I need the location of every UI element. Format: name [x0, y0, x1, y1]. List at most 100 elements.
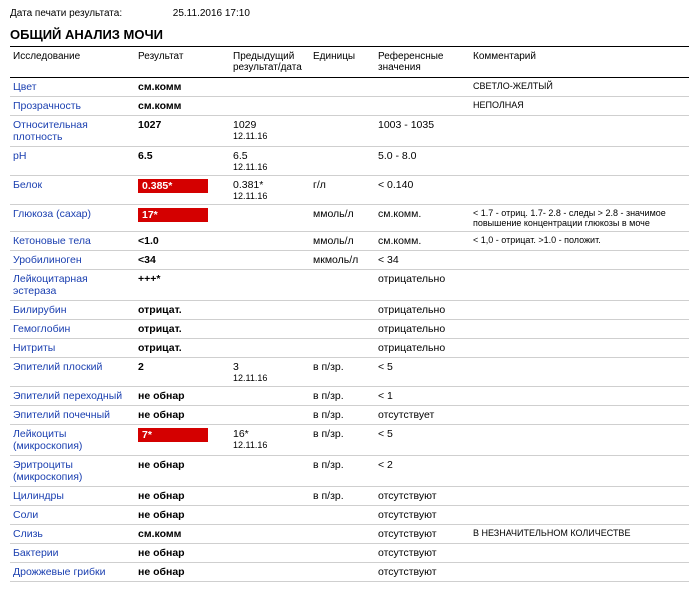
- prev-result-cell: 312.11.16: [230, 358, 310, 387]
- test-name-cell: Билирубин: [10, 301, 135, 320]
- comment-cell: [470, 147, 689, 176]
- result-cell: не обнар: [135, 406, 230, 425]
- prev-value: 0.381*: [233, 179, 307, 191]
- result-cell: см.комм: [135, 78, 230, 97]
- units-cell: [310, 147, 375, 176]
- comment-cell: [470, 339, 689, 358]
- prev-result-cell: [230, 506, 310, 525]
- result-flag: 0.385*: [138, 179, 208, 193]
- ref-cell: < 5: [375, 358, 470, 387]
- units-cell: [310, 320, 375, 339]
- ref-cell: < 5: [375, 425, 470, 456]
- ref-cell: отсутствуют: [375, 487, 470, 506]
- units-cell: [310, 270, 375, 301]
- comment-cell: В НЕЗНАЧИТЕЛЬНОМ КОЛИЧЕСТВЕ: [470, 525, 689, 544]
- result-cell: не обнар: [135, 544, 230, 563]
- units-cell: мкмоль/л: [310, 251, 375, 270]
- prev-result-cell: [230, 251, 310, 270]
- ref-cell: < 0.140: [375, 176, 470, 205]
- prev-result-cell: [230, 320, 310, 339]
- comment-cell: НЕПОЛНАЯ: [470, 97, 689, 116]
- print-date-row: Дата печати результата: 25.11.2016 17:10: [10, 8, 689, 19]
- result-cell: не обнар: [135, 506, 230, 525]
- units-cell: ммоль/л: [310, 205, 375, 232]
- result-cell: см.комм: [135, 525, 230, 544]
- test-name-cell: Уробилиноген: [10, 251, 135, 270]
- test-name-cell: Соли: [10, 506, 135, 525]
- table-row: pH6.56.512.11.165.0 - 8.0: [10, 147, 689, 176]
- ref-cell: отрицательно: [375, 301, 470, 320]
- comment-cell: < 1,0 - отрицат. >1.0 - положит.: [470, 232, 689, 251]
- table-row: Уробилиноген<34 мкмоль/л< 34: [10, 251, 689, 270]
- test-name-cell: Эпителий переходный: [10, 387, 135, 406]
- ref-cell: отрицательно: [375, 270, 470, 301]
- test-name-cell: Лейкоцитарная эстераза: [10, 270, 135, 301]
- table-row: Относительная плотность1027102912.11.161…: [10, 116, 689, 147]
- units-cell: в п/зр.: [310, 406, 375, 425]
- result-cell: 17*: [135, 205, 230, 232]
- comment-cell: [470, 251, 689, 270]
- table-row: Эритроциты (микроскопия)не обнарв п/зр.<…: [10, 456, 689, 487]
- prev-result-cell: [230, 456, 310, 487]
- prev-result-cell: [230, 563, 310, 582]
- units-cell: [310, 339, 375, 358]
- prev-value: 3: [233, 361, 307, 373]
- table-row: Белок0.385*0.381*12.11.16г/л< 0.140: [10, 176, 689, 205]
- comment-cell: [470, 563, 689, 582]
- prev-result-cell: [230, 487, 310, 506]
- table-row: Солине обнаротсутствуют: [10, 506, 689, 525]
- comment-cell: [470, 544, 689, 563]
- units-cell: ммоль/л: [310, 232, 375, 251]
- units-cell: [310, 97, 375, 116]
- result-cell: не обнар: [135, 456, 230, 487]
- prev-result-cell: [230, 78, 310, 97]
- prev-result-cell: [230, 97, 310, 116]
- result-cell: 1027: [135, 116, 230, 147]
- prev-value: 1029: [233, 119, 307, 131]
- prev-date: 12.11.16: [233, 373, 307, 383]
- test-name-cell: pH: [10, 147, 135, 176]
- prev-result-cell: [230, 232, 310, 251]
- table-row: Эпителий почечныйне обнарв п/зр.отсутств…: [10, 406, 689, 425]
- ref-cell: [375, 78, 470, 97]
- result-cell: 2: [135, 358, 230, 387]
- test-name-cell: Бактерии: [10, 544, 135, 563]
- ref-cell: [375, 97, 470, 116]
- ref-cell: отсутствуют: [375, 544, 470, 563]
- prev-date: 12.11.16: [233, 191, 307, 201]
- ref-cell: отсутствуют: [375, 563, 470, 582]
- units-cell: в п/зр.: [310, 456, 375, 487]
- prev-value: 6.5: [233, 150, 307, 162]
- prev-result-cell: [230, 406, 310, 425]
- units-cell: [310, 78, 375, 97]
- units-cell: [310, 116, 375, 147]
- units-cell: в п/зр.: [310, 387, 375, 406]
- table-row: Кетоновые тела<1.0ммоль/лсм.комм.< 1,0 -…: [10, 232, 689, 251]
- ref-cell: отсутствуют: [375, 525, 470, 544]
- result-cell: <34: [135, 251, 230, 270]
- ref-cell: < 2: [375, 456, 470, 487]
- ref-cell: см.комм.: [375, 205, 470, 232]
- table-row: Билирубинотрицат.отрицательно: [10, 301, 689, 320]
- test-name-cell: Дрожжевые грибки: [10, 563, 135, 582]
- units-cell: в п/зр.: [310, 425, 375, 456]
- units-cell: [310, 563, 375, 582]
- test-name-cell: Слизь: [10, 525, 135, 544]
- prev-result-cell: [230, 525, 310, 544]
- table-row: Прозрачностьсм.коммНЕПОЛНАЯ: [10, 97, 689, 116]
- test-name-cell: Эпителий почечный: [10, 406, 135, 425]
- result-cell: <1.0: [135, 232, 230, 251]
- result-flag: 7*: [138, 428, 208, 442]
- result-cell: 7*: [135, 425, 230, 456]
- ref-cell: < 34: [375, 251, 470, 270]
- test-name-cell: Относительная плотность: [10, 116, 135, 147]
- header-prev: Предыдущий результат/дата: [230, 47, 310, 78]
- prev-date: 12.11.16: [233, 162, 307, 172]
- result-cell: не обнар: [135, 487, 230, 506]
- prev-result-cell: 6.512.11.16: [230, 147, 310, 176]
- table-header-row: Исследование Результат Предыдущий резуль…: [10, 47, 689, 78]
- prev-result-cell: 102912.11.16: [230, 116, 310, 147]
- units-cell: в п/зр.: [310, 358, 375, 387]
- results-table: Исследование Результат Предыдущий резуль…: [10, 46, 689, 582]
- table-row: Эпителий плоский2312.11.16в п/зр.< 5: [10, 358, 689, 387]
